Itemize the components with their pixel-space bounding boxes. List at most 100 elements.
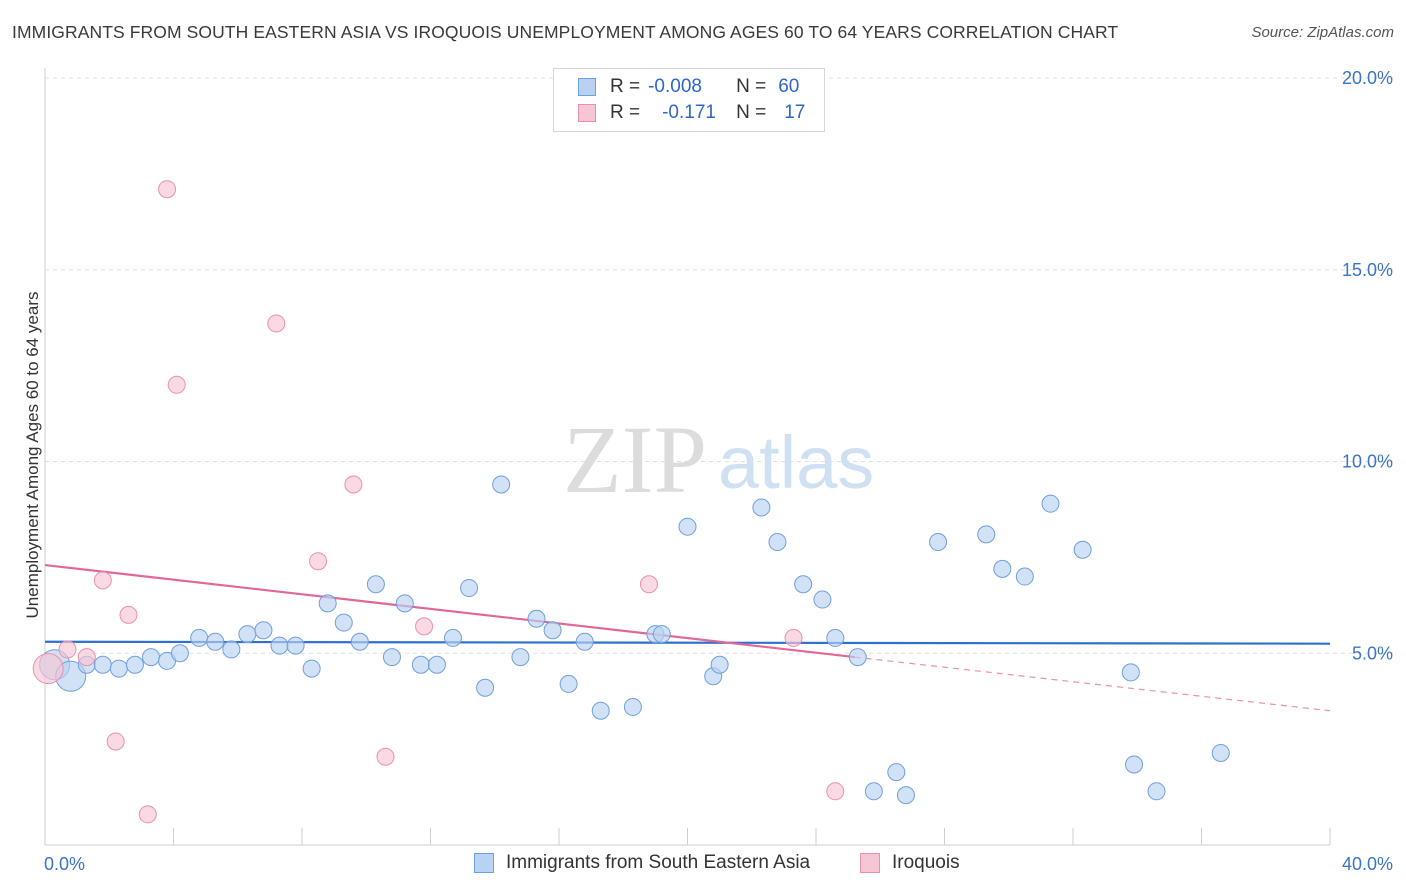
point-sea [623, 697, 642, 716]
point-sea [427, 655, 446, 674]
point-sea [896, 786, 915, 805]
point-sea [794, 575, 813, 594]
point-iroquois [415, 617, 434, 636]
point-sea [492, 475, 511, 494]
legend-row-sea: R = -0.008 N = 60 [578, 75, 799, 99]
point-iroquois [167, 375, 186, 394]
point-sea [411, 655, 430, 674]
point-sea [142, 648, 161, 667]
point-iroquois [784, 628, 803, 647]
point-sea [286, 636, 305, 655]
point-iroquois [138, 805, 157, 824]
legend-swatch-iroquois [578, 104, 596, 122]
series-swatch-iroquois [860, 853, 880, 873]
point-iroquois [309, 552, 328, 571]
y-tick-label: 5.0% [1352, 643, 1393, 663]
point-sea [1073, 540, 1092, 559]
point-sea [652, 625, 671, 644]
point-sea [366, 575, 385, 594]
series-legend-label: Immigrants from South Eastern Asia [506, 852, 811, 873]
tick-labels: 5.0% 10.0% 15.0% 20.0% 0.0% 40.0% [44, 68, 1393, 874]
point-sea [270, 636, 289, 655]
trend-line-iroquois-extension [854, 656, 1331, 712]
point-sea [1211, 743, 1230, 762]
point-sea [350, 632, 369, 651]
point-iroquois [158, 180, 177, 199]
point-sea [929, 533, 948, 552]
point-sea [710, 655, 729, 674]
axes [44, 68, 1331, 846]
watermark: ZIP atlas [563, 406, 874, 513]
legend-r-label: R = [610, 76, 641, 97]
point-sea [768, 533, 787, 552]
point-sea [1041, 494, 1060, 513]
point-iroquois [639, 575, 658, 594]
x-tick-label-max: 40.0% [1342, 854, 1393, 874]
point-sea [460, 579, 479, 598]
legend-r-value: -0.171 [662, 102, 716, 123]
point-sea [591, 701, 610, 720]
point-sea [1121, 663, 1140, 682]
point-iroquois [344, 475, 363, 494]
point-sea [887, 763, 906, 782]
series-legend-label: Iroquois [892, 852, 960, 873]
source-label: Source: ZipAtlas.com [1251, 24, 1394, 41]
point-sea [125, 655, 144, 674]
point-sea [206, 632, 225, 651]
point-sea [238, 625, 257, 644]
point-sea [254, 621, 273, 640]
point-sea [395, 594, 414, 613]
y-tick-label: 10.0% [1342, 452, 1393, 472]
point-sea [476, 678, 495, 697]
series-iroquois-points [32, 180, 845, 824]
series-swatch-sea [474, 853, 494, 873]
y-tick-label: 20.0% [1342, 68, 1393, 88]
point-sea [993, 559, 1012, 578]
point-iroquois [58, 640, 77, 659]
series-legend-item-iroquois: Iroquois [860, 852, 960, 874]
series-sea-points [39, 475, 1230, 805]
point-sea [170, 644, 189, 663]
point-iroquois [119, 605, 138, 624]
point-iroquois [106, 732, 125, 751]
point-sea [334, 613, 353, 632]
y-axis-label: Unemployment Among Ages 60 to 64 years [23, 292, 42, 619]
point-sea [443, 628, 462, 647]
point-iroquois [376, 747, 395, 766]
point-sea [93, 655, 112, 674]
point-iroquois [267, 314, 286, 333]
point-sea [222, 640, 241, 659]
watermark-atlas: atlas [718, 421, 874, 504]
point-sea [543, 621, 562, 640]
point-sea [678, 517, 697, 536]
point-sea [1015, 567, 1034, 586]
point-sea [813, 590, 832, 609]
watermark-zip: ZIP [563, 406, 707, 513]
point-sea [977, 525, 996, 544]
x-tick-label-min: 0.0% [44, 854, 85, 874]
legend-row-iroquois: R = -0.171 N = 17 [578, 101, 805, 125]
point-sea [1125, 755, 1144, 774]
point-iroquois [77, 648, 96, 667]
trend-line-sea [44, 640, 1331, 645]
chart-title: IMMIGRANTS FROM SOUTH EASTERN ASIA VS IR… [12, 22, 1119, 42]
point-sea [848, 648, 867, 667]
trend-line-iroquois [44, 563, 855, 659]
legend-n-label: N = [736, 102, 767, 123]
point-iroquois [32, 653, 64, 685]
point-sea [826, 628, 845, 647]
point-sea [575, 632, 594, 651]
legend-n-label: N = [736, 76, 767, 97]
point-sea [752, 498, 771, 517]
point-sea [109, 659, 128, 678]
grid-lines [45, 77, 1393, 654]
point-sea [559, 674, 578, 693]
point-sea [1147, 782, 1166, 801]
point-sea [527, 609, 546, 628]
point-sea [511, 648, 530, 667]
legend-r-label: R = [610, 102, 641, 123]
legend-r-value: -0.008 [648, 76, 702, 97]
legend-n-value: 60 [778, 76, 800, 97]
series-legend: Immigrants from South Eastern Asia Iroqu… [0, 852, 1406, 876]
